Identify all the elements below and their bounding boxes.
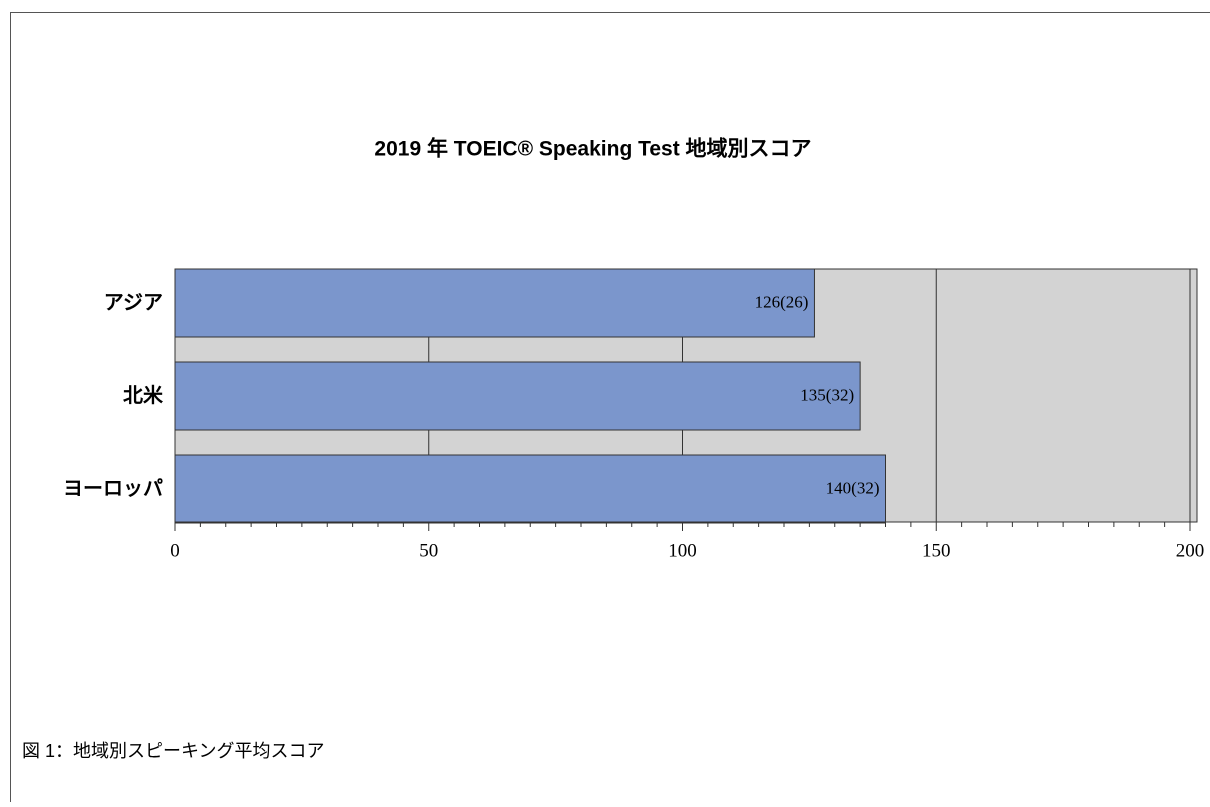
chart-title: 2019 年 TOEIC® Speaking Test 地域別スコア (374, 137, 811, 161)
caption: 図 1：地域別スピーキング平均スコア (22, 741, 324, 761)
y-tick-label: ヨーロッパ (63, 477, 163, 500)
bar (174, 361, 861, 431)
x-tick-label: 100 (668, 540, 697, 561)
bar (174, 268, 815, 338)
value-label: 140(32) (826, 478, 880, 497)
x-tick-label: 150 (922, 540, 951, 561)
value-label: 135(32) (800, 385, 854, 404)
x-tick-label: 0 (170, 540, 180, 561)
x-tick-label: 200 (1176, 540, 1205, 561)
value-label: 126(26) (755, 292, 809, 311)
y-tick-label: アジア (104, 292, 163, 314)
x-tick-label: 50 (419, 540, 438, 561)
y-tick-label: 北米 (123, 384, 164, 407)
bar (174, 454, 886, 524)
